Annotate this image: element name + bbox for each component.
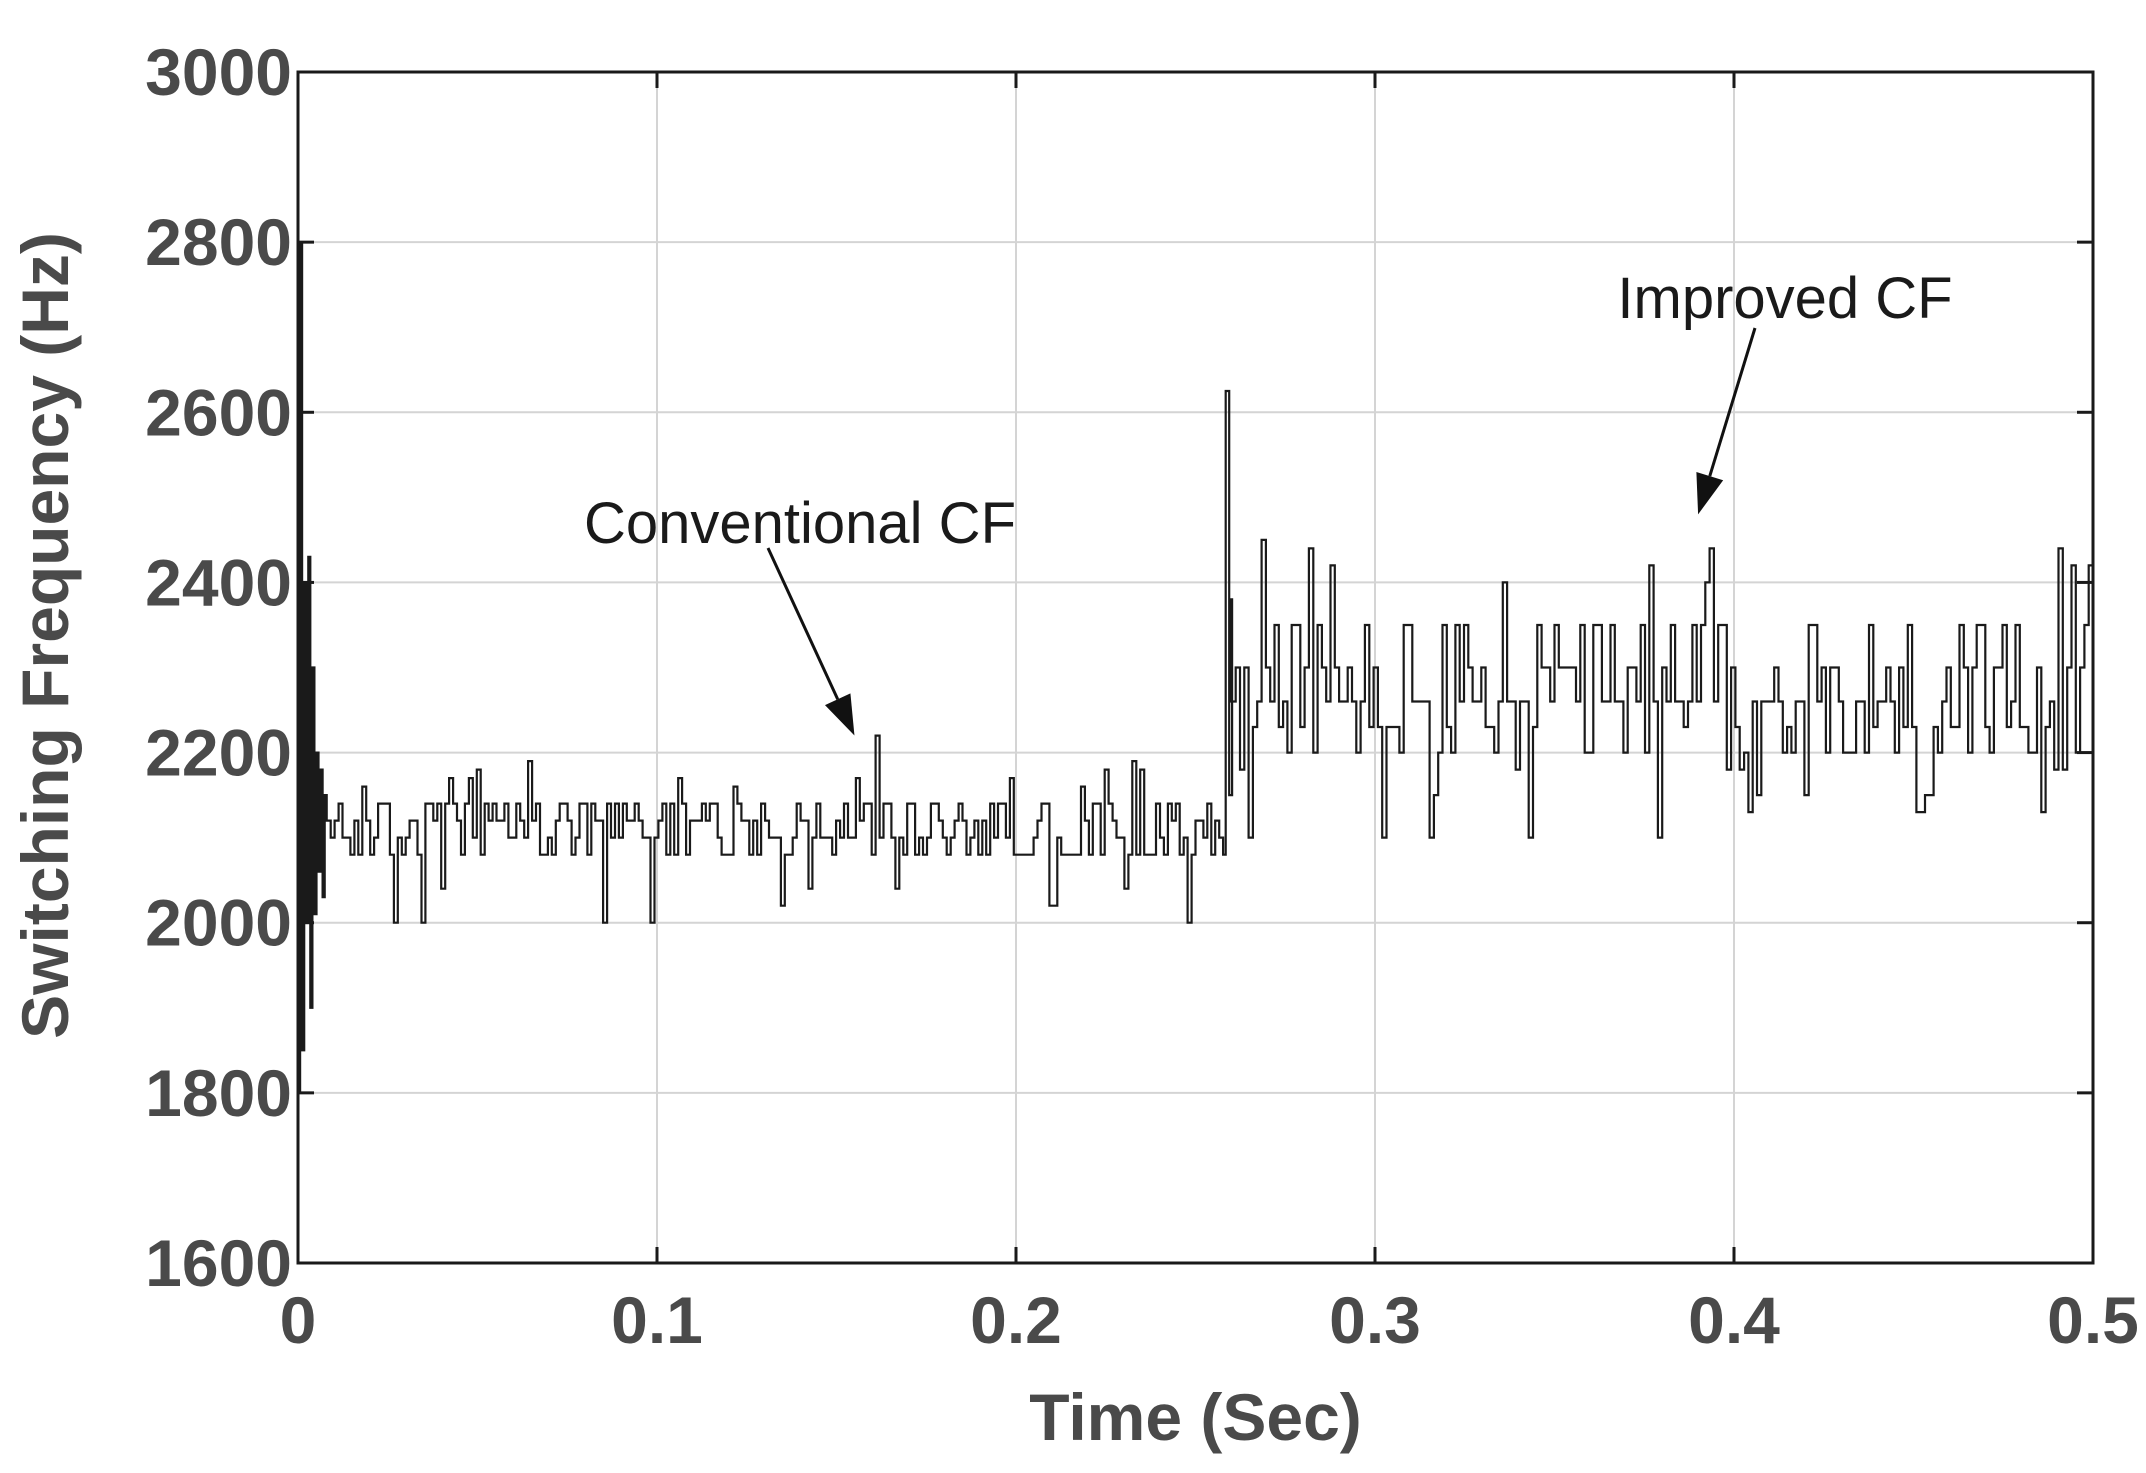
y-tick-label: 2200 — [145, 716, 292, 790]
tick-marks — [296, 70, 2095, 1265]
x-tick-label: 0.5 — [2047, 1283, 2139, 1357]
annotation-improved-cf-label: Improved CF — [1617, 266, 1952, 331]
annotation-improved-cf-arrow-line — [1708, 327, 1757, 477]
x-axis-title: Time (Sec) — [1029, 1380, 1362, 1454]
x-tick-label: 0.1 — [611, 1283, 703, 1357]
x-tick-label: 0.3 — [1329, 1283, 1421, 1357]
annotation-improved-cf: Improved CF — [1617, 266, 1953, 515]
y-axis-title: Switching Frequency (Hz) — [8, 232, 82, 1039]
x-tick-label: 0.2 — [970, 1283, 1062, 1357]
arrow-head-icon — [824, 693, 855, 736]
y-tick-label: 2400 — [145, 545, 292, 619]
x-tick-label: 0 — [280, 1283, 317, 1357]
annotation-conventional-cf-label: Conventional CF — [584, 491, 1016, 556]
annotation-conventional-cf-arrow-line — [766, 547, 840, 700]
y-tick-label: 1600 — [145, 1226, 292, 1300]
y-tick-label: 2600 — [145, 375, 292, 449]
y-tick-label: 2000 — [145, 886, 292, 960]
x-tick-label: 0.4 — [1688, 1283, 1780, 1357]
grid — [298, 72, 2093, 1263]
y-tick-labels: 1600 1800 2000 2200 2400 2600 2800 3000 — [145, 35, 292, 1300]
y-tick-label: 3000 — [145, 35, 292, 109]
annotation-conventional-cf: Conventional CF — [584, 491, 1016, 736]
axes-frame — [296, 70, 2095, 1265]
arrow-head-icon — [1696, 472, 1724, 515]
x-tick-labels: 0 0.1 0.2 0.3 0.4 0.5 — [280, 1283, 2139, 1357]
y-tick-label: 1800 — [145, 1056, 292, 1130]
series-line-switching-frequency — [298, 241, 2095, 1094]
y-tick-label: 2800 — [145, 205, 292, 279]
